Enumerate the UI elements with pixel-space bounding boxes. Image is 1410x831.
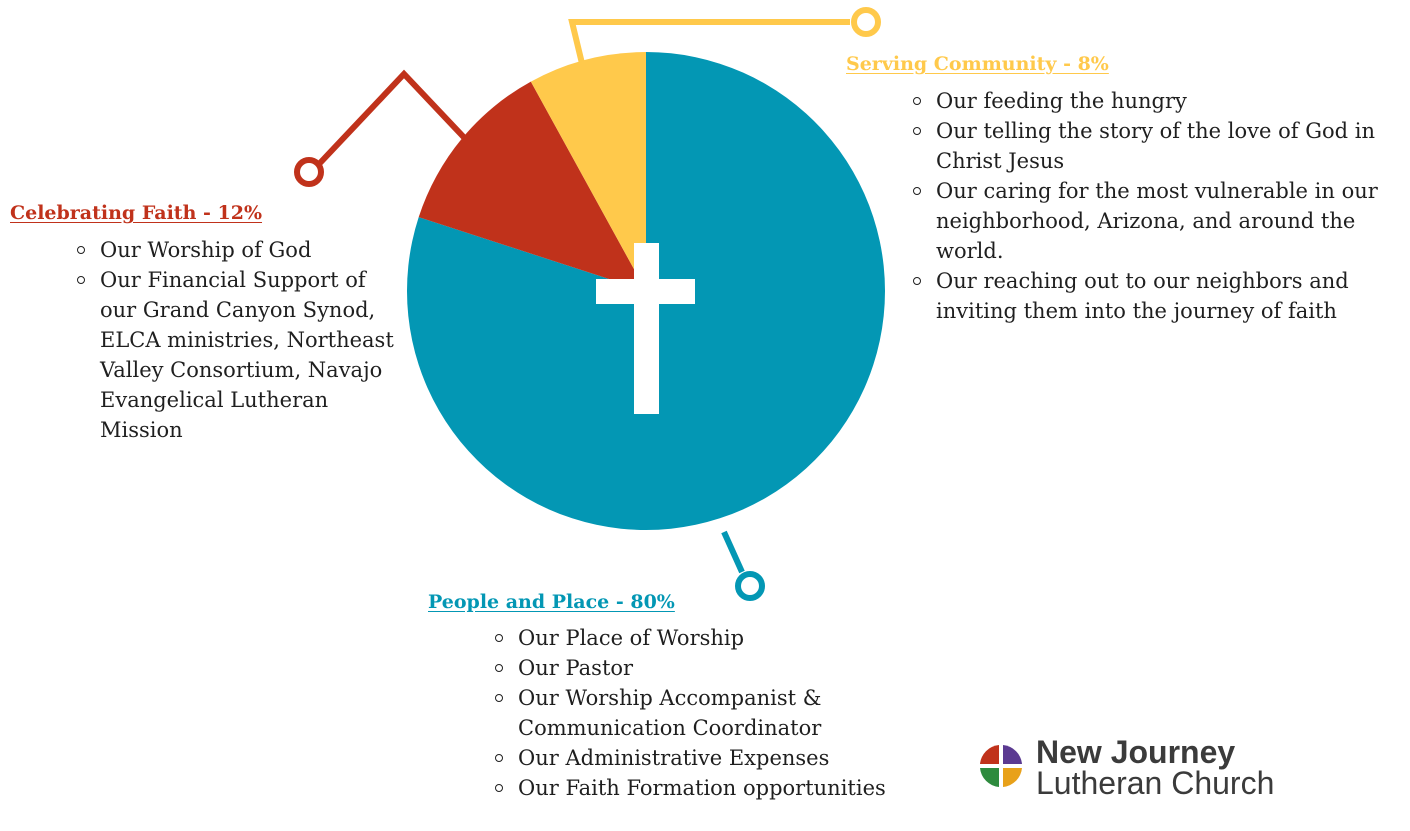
list-item: Our Worship Accompanist & Communication … bbox=[490, 683, 950, 743]
people-and-place-list: Our Place of Worship Our Pastor Our Worshi… bbox=[490, 623, 950, 803]
serving-community-list: Our feeding the hungry Our telling the st… bbox=[908, 86, 1406, 326]
list-item: Our Pastor bbox=[490, 653, 950, 683]
celebrating-faith-list: Our Worship of God Our Financial Support … bbox=[72, 235, 402, 445]
callout-connectors bbox=[294, 7, 881, 601]
list-item: Our Place of Worship bbox=[490, 623, 950, 653]
logo-line-1: New Journey bbox=[1036, 734, 1236, 770]
celebrating-connector bbox=[317, 69, 477, 166]
list-item: Our Worship of God bbox=[72, 235, 402, 265]
celebrating-connector-dot bbox=[294, 157, 324, 187]
list-item: Our telling the story of the love of God… bbox=[908, 116, 1406, 176]
cross-logo-icon bbox=[980, 745, 1022, 787]
list-item: Our reaching out to our neighbors and in… bbox=[908, 266, 1406, 326]
people-connector bbox=[721, 530, 745, 574]
logo-wordmark: New Journey Lutheran Church bbox=[1036, 734, 1275, 801]
people-connector-dot bbox=[735, 571, 765, 601]
church-logo: New Journey Lutheran Church bbox=[978, 735, 1358, 805]
slice-serving-community bbox=[530, 52, 646, 291]
logo-quadrant-red bbox=[980, 745, 999, 764]
cross-icon bbox=[596, 243, 695, 414]
list-item: Our caring for the most vulnerable in ou… bbox=[908, 176, 1406, 266]
list-item: Our Administrative Expenses bbox=[490, 743, 950, 773]
logo-quadrant-green bbox=[980, 768, 999, 787]
logo-quadrant-purple bbox=[1003, 745, 1022, 764]
serving-connector bbox=[568, 19, 850, 81]
logo-line-2: Lutheran Church bbox=[1036, 765, 1275, 801]
logo-quadrant-gold bbox=[1003, 768, 1022, 787]
people-and-place-heading: People and Place - 80% bbox=[428, 591, 675, 613]
celebrating-faith-heading: Celebrating Faith - 12% bbox=[10, 202, 263, 224]
slice-celebrating-faith bbox=[418, 81, 646, 291]
list-item: Our Faith Formation opportunities bbox=[490, 773, 950, 803]
list-item: Our feeding the hungry bbox=[908, 86, 1406, 116]
list-item: Our Financial Support of our Grand Canyo… bbox=[72, 265, 402, 445]
serving-community-heading: Serving Community - 8% bbox=[846, 53, 1109, 75]
serving-connector-dot bbox=[851, 7, 881, 37]
